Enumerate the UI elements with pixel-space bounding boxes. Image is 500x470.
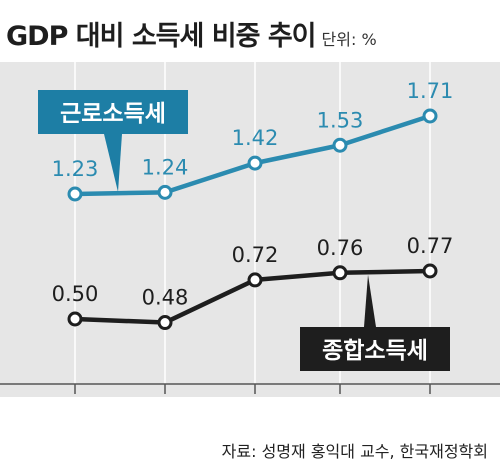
total-point: [157, 315, 173, 331]
total-data-label: 0.48: [142, 286, 189, 310]
earned-point: [157, 184, 173, 200]
chart-header: GDP 대비 소득세 비중 추이 단위: %: [6, 14, 377, 50]
line-chart: 20102011201220132014년1.231.241.421.531.7…: [0, 62, 500, 394]
earned-data-label: 1.23: [52, 157, 99, 181]
total-series-label-box: [300, 327, 450, 371]
chart-unit: 단위: %: [321, 30, 377, 49]
total-point: [247, 272, 263, 288]
earned-series-label-box: [38, 90, 188, 134]
total-data-label: 0.72: [232, 243, 279, 267]
chart-title: GDP 대비 소득세 비중 추이: [6, 21, 317, 52]
earned-data-label: 1.71: [407, 79, 454, 103]
total-point: [332, 265, 348, 281]
earned-data-label: 1.24: [142, 155, 189, 179]
total-point: [422, 263, 438, 279]
earned-data-label: 1.42: [232, 126, 279, 150]
total-point: [67, 311, 83, 327]
total-series-label-pointer: [364, 274, 376, 327]
chart-area: 20102011201220132014년1.231.241.421.531.7…: [0, 62, 500, 397]
earned-data-label: 1.53: [317, 108, 364, 132]
earned-point: [67, 186, 83, 202]
source-note: 자료: 성명재 홍익대 교수, 한국재정학회: [221, 442, 488, 461]
total-data-label: 0.76: [317, 236, 364, 260]
total-series-label: 종합소득세: [322, 338, 428, 364]
earned-series-label-pointer: [104, 134, 122, 192]
earned-point: [332, 137, 348, 153]
earned-series-label: 근로소득세: [60, 101, 166, 127]
total-data-label: 0.77: [407, 234, 454, 258]
earned-point: [422, 108, 438, 124]
total-data-label: 0.50: [52, 282, 99, 306]
earned-point: [247, 155, 263, 171]
